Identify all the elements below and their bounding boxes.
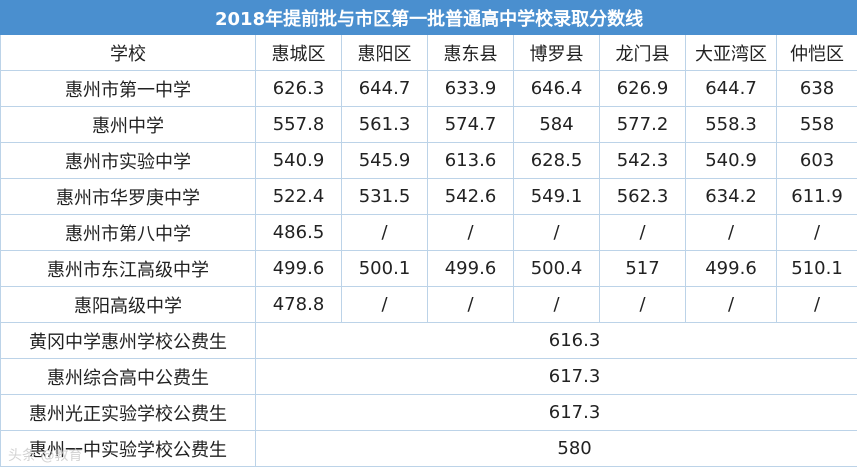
table-row: 惠州市第八中学 486.5// / / / / <box>0 214 857 251</box>
score-cell: 540.9 <box>685 142 777 179</box>
watermark: 头条 @教育 <box>8 448 83 464</box>
score-cell: 542.6 <box>427 178 514 215</box>
score-cell: 531.5 <box>341 178 428 215</box>
table-row: 黄冈中学惠州学校公费生 616.3 <box>0 322 857 359</box>
score-cell: 633.9 <box>427 70 514 107</box>
merged-score-cell: 617.3 <box>254 394 857 431</box>
score-cell: 499.6 <box>255 250 342 287</box>
score-cell: 611.9 <box>775 178 857 215</box>
score-cell: 613.6 <box>427 142 514 179</box>
score-cell: 626.9 <box>599 70 686 107</box>
score-cell: 558 <box>775 106 857 143</box>
score-cell: 517 <box>599 250 686 287</box>
table-row: 惠阳高级中学 478.8// / / / / <box>0 286 857 323</box>
score-cell: 557.8 <box>255 106 342 143</box>
school-name-cell: 黄冈中学惠州学校公费生 <box>0 322 256 359</box>
score-cell: / <box>341 286 428 323</box>
score-cell: 545.9 <box>341 142 428 179</box>
header-huidong: 惠东县 <box>427 34 514 71</box>
school-name-cell: 惠州市第八中学 <box>0 214 256 251</box>
merged-score-cell: 616.3 <box>254 322 857 359</box>
school-name-cell: 惠州市第一中学 <box>0 70 256 107</box>
score-cell: 644.7 <box>341 70 428 107</box>
school-name-cell: 惠州综合高中公费生 <box>0 358 256 395</box>
score-cell: 486.5 <box>255 214 342 251</box>
table-row: 惠州市第一中学 626.3 644.7 633.9 646.4 626.9 644.7 638 <box>0 70 857 107</box>
table-row: 惠州一中实验学校公费生 580 <box>0 430 857 467</box>
table-row: 惠州中学 557.8 561.3 574.7 584 577.2 558.3 558 <box>0 106 857 143</box>
score-cell: 510.1 <box>775 250 857 287</box>
score-cell: 561.3 <box>341 106 428 143</box>
table-row: 惠州市东江高级中学 499.6 500.1 499.6 500.4 517 499.6 510… <box>0 250 857 287</box>
header-longmen: 龙门县 <box>599 34 686 71</box>
score-cell: 574.7 <box>427 106 514 143</box>
school-name-cell: 惠州光正实验学校公费生 <box>0 394 256 431</box>
score-cell: 542.3 <box>599 142 686 179</box>
score-cell: / <box>513 286 600 323</box>
score-cell: 603 <box>775 142 857 179</box>
table-row: 惠州综合高中公费生 617.3 <box>0 358 857 395</box>
header-boluo: 博罗县 <box>513 34 600 71</box>
header-huicheng: 惠城区 <box>255 34 342 71</box>
header-huiyang: 惠阳区 <box>341 34 428 71</box>
header-dayawan: 大亚湾区 <box>685 34 777 71</box>
score-cell: 499.6 <box>427 250 514 287</box>
score-cell: / <box>427 214 514 251</box>
header-school: 学校 <box>0 34 256 71</box>
score-cell: 644.7 <box>685 70 777 107</box>
score-cell: 626.3 <box>255 70 342 107</box>
score-cell: 540.9 <box>255 142 342 179</box>
score-cell: / <box>599 286 686 323</box>
score-cell: 584 <box>513 106 600 143</box>
score-cell: / <box>513 214 600 251</box>
header-row: 学校 惠城区 惠阳区 惠东县 博罗县 龙门县 大亚湾区 仲恺区 <box>0 34 857 71</box>
score-cell: 500.1 <box>341 250 428 287</box>
table-body: 惠州市第一中学 626.3 644.7 633.9 646.4 626.9 644.7 638… <box>0 70 857 467</box>
score-cell: / <box>599 214 686 251</box>
table-row: 惠州光正实验学校公费生 617.3 <box>0 394 857 431</box>
school-name-cell: 惠州市华罗庚中学 <box>0 178 256 215</box>
table-row: 惠州市实验中学 540.9 545.9 613.6 628.5 542.3 540.9 603 <box>0 142 857 179</box>
school-name-cell: 惠州市东江高级中学 <box>0 250 256 287</box>
score-cell: / <box>775 214 857 251</box>
header-zhongkai: 仲恺区 <box>775 34 857 71</box>
school-name-cell: 惠阳高级中学 <box>0 286 256 323</box>
school-name-cell: 惠州中学 <box>0 106 256 143</box>
title-row: 2018年提前批与市区第一批普通高中学校录取分数线 <box>0 0 857 35</box>
score-cell: 646.4 <box>513 70 600 107</box>
score-cell: 558.3 <box>685 106 777 143</box>
school-name-cell: 惠州市实验中学 <box>0 142 256 179</box>
score-cell: / <box>427 286 514 323</box>
score-cell: 628.5 <box>513 142 600 179</box>
score-cell: 500.4 <box>513 250 600 287</box>
table-title: 2018年提前批与市区第一批普通高中学校录取分数线 <box>0 0 857 35</box>
score-cell: / <box>341 214 428 251</box>
score-cell: 549.1 <box>513 178 600 215</box>
score-cell: 522.4 <box>255 178 342 215</box>
score-cell: 577.2 <box>599 106 686 143</box>
score-cell: / <box>685 214 777 251</box>
score-cell: 499.6 <box>685 250 777 287</box>
score-cell: 478.8 <box>255 286 342 323</box>
score-cell: 638 <box>775 70 857 107</box>
score-cell: / <box>775 286 857 323</box>
merged-score-cell: 617.3 <box>254 358 857 395</box>
school-name-cell: 惠州一中实验学校公费生 <box>0 430 256 467</box>
score-cell: / <box>685 286 777 323</box>
table-row: 惠州市华罗庚中学 522.4 531.5 542.6 549.1 562.3 634.2 61… <box>0 178 857 215</box>
score-cell: 634.2 <box>685 178 777 215</box>
score-cell: 562.3 <box>599 178 686 215</box>
merged-score-cell: 580 <box>254 430 857 467</box>
